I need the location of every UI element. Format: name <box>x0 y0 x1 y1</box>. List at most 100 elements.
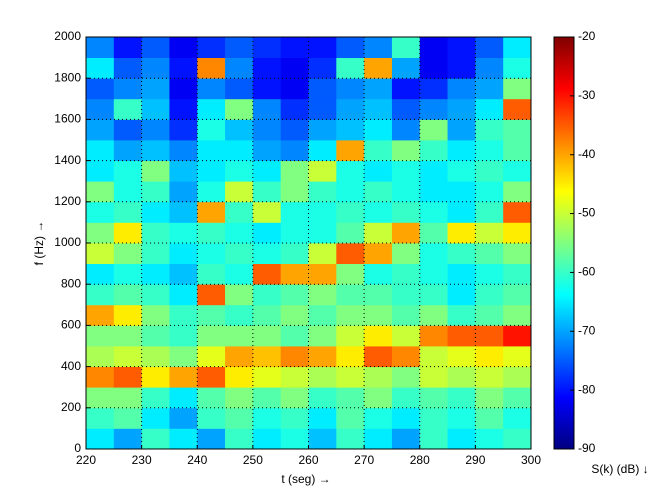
heatmap-cell <box>197 366 226 388</box>
heatmap-cell <box>308 325 337 347</box>
heatmap-cell <box>503 140 532 161</box>
heatmap-cell <box>308 160 337 182</box>
heatmap-cell <box>419 263 448 285</box>
heatmap-cell <box>86 263 115 285</box>
x-tick-label: 290 <box>465 453 485 467</box>
heatmap-cell <box>141 181 170 203</box>
heatmap-cell <box>364 407 393 429</box>
heatmap-cell <box>86 243 115 264</box>
y-tick-label: 1200 <box>54 194 81 208</box>
heatmap-cell <box>503 346 532 367</box>
heatmap-cell <box>252 201 282 223</box>
heatmap-cell <box>280 428 309 450</box>
heatmap-cell <box>169 78 198 100</box>
heatmap-cell <box>308 284 337 306</box>
heatmap-cell <box>391 140 421 161</box>
heatmap-cell <box>169 325 198 347</box>
heatmap-cell <box>141 263 170 285</box>
heatmap-cell <box>252 366 282 388</box>
heatmap-cell <box>391 387 421 409</box>
heatmap-cell <box>197 57 226 79</box>
heatmap-cell <box>169 201 198 223</box>
heatmap-cell <box>86 37 115 58</box>
heatmap-cell <box>364 325 393 347</box>
y-tick-label: 400 <box>61 359 81 373</box>
heatmap-cell <box>197 98 226 120</box>
heatmap-cell <box>503 304 532 326</box>
heatmap-cell <box>503 57 532 79</box>
heatmap-cell <box>113 284 143 306</box>
heatmap-cell <box>475 304 504 326</box>
heatmap-cell <box>419 387 448 409</box>
heatmap-cell <box>391 160 421 182</box>
y-tick-label: 600 <box>61 318 81 332</box>
heatmap-cell <box>113 222 143 244</box>
heatmap-cell <box>308 119 337 141</box>
heatmap-cell <box>141 119 170 141</box>
heatmap-cell <box>475 140 504 161</box>
heatmap-cell <box>225 160 254 182</box>
colorbar <box>553 36 575 450</box>
heatmap-cell <box>364 243 393 264</box>
heatmap-cell <box>169 304 198 326</box>
heatmap-cell <box>475 37 504 58</box>
heatmap-cell <box>252 284 282 306</box>
heatmap-cell <box>113 98 143 120</box>
heatmap-cell <box>280 263 309 285</box>
heatmap-cell <box>364 160 393 182</box>
heatmap-cell <box>364 366 393 388</box>
heatmap-cell <box>503 98 532 120</box>
heatmap-cell <box>364 387 393 409</box>
heatmap-cell <box>419 222 448 244</box>
colorbar-tick-label: -30 <box>578 88 596 102</box>
heatmap-cell <box>113 37 143 58</box>
heatmap-cell <box>364 284 393 306</box>
heatmap-cell <box>225 181 254 203</box>
heatmap-cell <box>169 160 198 182</box>
x-tick-label: 220 <box>76 453 96 467</box>
heatmap-cell <box>336 263 365 285</box>
y-tick-label: 1400 <box>54 153 81 167</box>
heatmap-cell <box>503 37 532 58</box>
heatmap-cell <box>336 222 365 244</box>
heatmap-cell <box>419 37 448 58</box>
heatmap-cell <box>113 407 143 429</box>
heatmap-cell <box>308 57 337 79</box>
heatmap-cell <box>169 57 198 79</box>
heatmap-cell <box>364 140 393 161</box>
x-tick-label: 280 <box>410 453 430 467</box>
heatmap-cell <box>113 140 143 161</box>
y-axis-label: f (Hz) → <box>32 221 46 266</box>
heatmap-cell <box>252 98 282 120</box>
heatmap-cell <box>419 407 448 429</box>
heatmap-cell <box>475 407 504 429</box>
heatmap-cell <box>336 181 365 203</box>
heatmap-cell <box>141 37 170 58</box>
heatmap-cell <box>419 284 448 306</box>
heatmap-cell <box>252 346 282 367</box>
heatmap-cell <box>252 140 282 161</box>
heatmap-cell <box>113 325 143 347</box>
heatmap-cell <box>336 37 365 58</box>
plot-frame <box>85 36 532 450</box>
heatmap-cell <box>336 119 365 141</box>
heatmap-cell <box>197 428 226 450</box>
heatmap-cell <box>113 119 143 141</box>
heatmap-cell <box>475 284 504 306</box>
heatmap-cell <box>308 304 337 326</box>
heatmap-cell <box>475 181 504 203</box>
heatmap-cell <box>86 346 115 367</box>
heatmap-cell <box>141 78 170 100</box>
heatmap-cell <box>169 284 198 306</box>
heatmap-cell <box>280 325 309 347</box>
heatmap-cell <box>419 243 448 264</box>
heatmap-cell <box>197 119 226 141</box>
heatmap-cell <box>141 346 170 367</box>
heatmap-cell <box>252 243 282 264</box>
heatmap-cell <box>280 140 309 161</box>
heatmap-cell <box>280 304 309 326</box>
heatmap-cell <box>503 284 532 306</box>
heatmap-cell <box>141 428 170 450</box>
heatmap-cell <box>336 325 365 347</box>
